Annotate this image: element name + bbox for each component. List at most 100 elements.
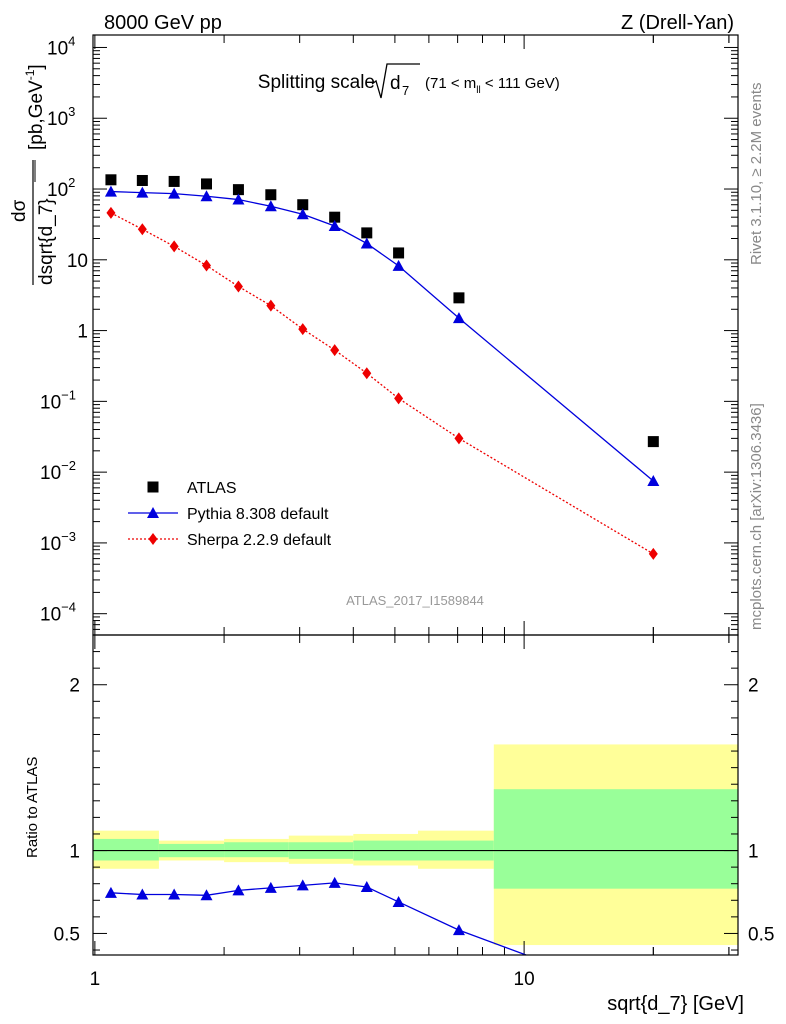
legend: ATLAS Pythia 8.308 default Sherpa 2.2.9 de…: [128, 480, 332, 549]
ratio-marker-0: [200, 889, 213, 901]
y-tick-label: 103: [47, 104, 75, 130]
series-2-marker: [298, 323, 308, 336]
title-text: Splitting scale: [258, 72, 375, 93]
ratio-marker-0: [232, 884, 245, 896]
ratio-marker-0: [360, 881, 373, 893]
x-tick-label: 10: [514, 969, 535, 990]
series-0-marker: [361, 227, 373, 239]
series-2-marker: [233, 280, 243, 293]
title-range-sub: ll: [476, 85, 480, 96]
series-0-marker: [168, 175, 180, 187]
series-line-2: [110, 212, 654, 555]
main-series: [104, 174, 660, 560]
ratio-y-tick-label-right: 2: [748, 676, 759, 697]
ratio-marker-0: [328, 876, 341, 888]
title-symbol-sub: 7: [402, 83, 409, 98]
series-0-marker: [105, 174, 117, 186]
analysis-watermark: ATLAS_2017_I1589844: [346, 593, 484, 608]
ratio-ylabel: Ratio to ATLAS: [24, 757, 41, 858]
series-1-marker: [232, 193, 245, 205]
stat-uncertainty-band: [493, 789, 738, 889]
ratio-y-tick-label: 1: [69, 842, 80, 863]
y-tick-label: 10−3: [40, 529, 76, 555]
main-ylabel: dσ dsqrt{d_7} [pb,GeV-1]: [9, 64, 57, 285]
series-1-marker: [104, 185, 117, 197]
ratio-y-tick-label: 0.5: [54, 924, 80, 945]
ylabel-units: [pb,GeV-1]: [23, 64, 47, 150]
series-2-marker: [648, 547, 658, 560]
y-tick-label: 10−1: [40, 387, 76, 413]
ratio-y-tick-label-right: 0.5: [748, 924, 774, 945]
series-0-marker: [232, 184, 244, 196]
legend-marker: [148, 533, 158, 545]
title-range: (71 < mll < 111 GeV): [425, 75, 560, 96]
header-right: Z (Drell-Yan): [621, 12, 734, 34]
ratio-bands: [93, 744, 738, 946]
series-1-marker: [296, 208, 309, 220]
series-0-marker: [329, 211, 341, 223]
legend-marker: [147, 481, 159, 493]
series-1-marker: [168, 187, 181, 199]
plot-title: Splitting scale d 7 (71 < mll < 111 GeV): [258, 63, 560, 99]
x-axis-label: sqrt{d_7} [GeV]: [607, 993, 744, 1015]
legend-label: Sherpa 2.2.9 default: [187, 532, 332, 549]
series-2-marker: [137, 223, 147, 236]
ratio-line-0: [110, 882, 527, 956]
ylabel-numerator: dσ: [9, 199, 30, 222]
stat-uncertainty-band: [224, 842, 289, 858]
ratio-marker-0: [452, 924, 465, 936]
y-tick-label: 104: [47, 33, 75, 59]
series-line-1: [110, 190, 654, 482]
ratio-series: [104, 876, 527, 956]
legend-marker: [147, 507, 159, 518]
ratio-marker-0: [392, 895, 405, 907]
ratio-marker-0: [104, 886, 117, 898]
y-tick-label: 102: [47, 175, 75, 201]
ratio-panel: 0.5 0.5 1 1 2 2 1 10: [54, 635, 774, 990]
y-tick-label: 10−4: [40, 600, 76, 626]
header-left: 8000 GeV pp: [104, 12, 222, 34]
stat-uncertainty-band: [93, 838, 159, 861]
series-1-marker: [360, 237, 373, 249]
legend-label: ATLAS: [187, 480, 237, 497]
ylabel-denominator: dsqrt{d_7}: [36, 198, 57, 285]
series-2-marker: [394, 392, 404, 405]
series-0-marker: [393, 247, 405, 259]
title-range-a: (71 < m: [425, 75, 476, 92]
series-0-marker: [647, 436, 659, 448]
series-1-marker: [136, 186, 149, 198]
series-0-marker: [201, 178, 213, 190]
series-2-marker: [330, 344, 340, 357]
series-0-marker: [136, 174, 148, 186]
series-0-marker: [265, 189, 277, 201]
ratio-y-tick-label-right: 1: [748, 842, 759, 863]
series-2-marker: [202, 259, 212, 272]
ylabel-units-a: [pb,GeV: [26, 80, 47, 150]
legend-label: Pythia 8.308 default: [187, 506, 329, 523]
series-0-marker: [453, 292, 465, 304]
ratio-marker-0: [296, 879, 309, 891]
ratio-frame: [92, 634, 739, 956]
series-2-marker: [454, 432, 464, 445]
series-2-marker: [169, 240, 179, 253]
title-symbol: d: [390, 73, 401, 94]
y-tick-label: 1: [77, 322, 88, 343]
ylabel-units-end: ]: [26, 64, 47, 69]
x-tick-label: 1: [90, 969, 101, 990]
title-range-end: < 111 GeV): [481, 75, 560, 92]
series-1-marker: [328, 220, 341, 232]
series-2-marker: [362, 367, 372, 380]
y-tick-label: 10−2: [40, 458, 76, 484]
mcplots-label: mcplots.cern.ch [arXiv:1306.3436]: [748, 403, 765, 630]
series-1-marker: [392, 259, 405, 271]
ylabel-units-sup: -1: [23, 69, 37, 80]
series-1-marker: [647, 474, 660, 486]
series-1-marker: [200, 190, 213, 202]
rivet-label: Rivet 3.1.10, ≥ 2.2M events: [748, 83, 765, 266]
series-0-marker: [297, 199, 309, 211]
y-tick-label: 10: [67, 251, 88, 272]
ratio-marker-0: [136, 888, 149, 900]
ratio-marker-0: [264, 881, 277, 893]
